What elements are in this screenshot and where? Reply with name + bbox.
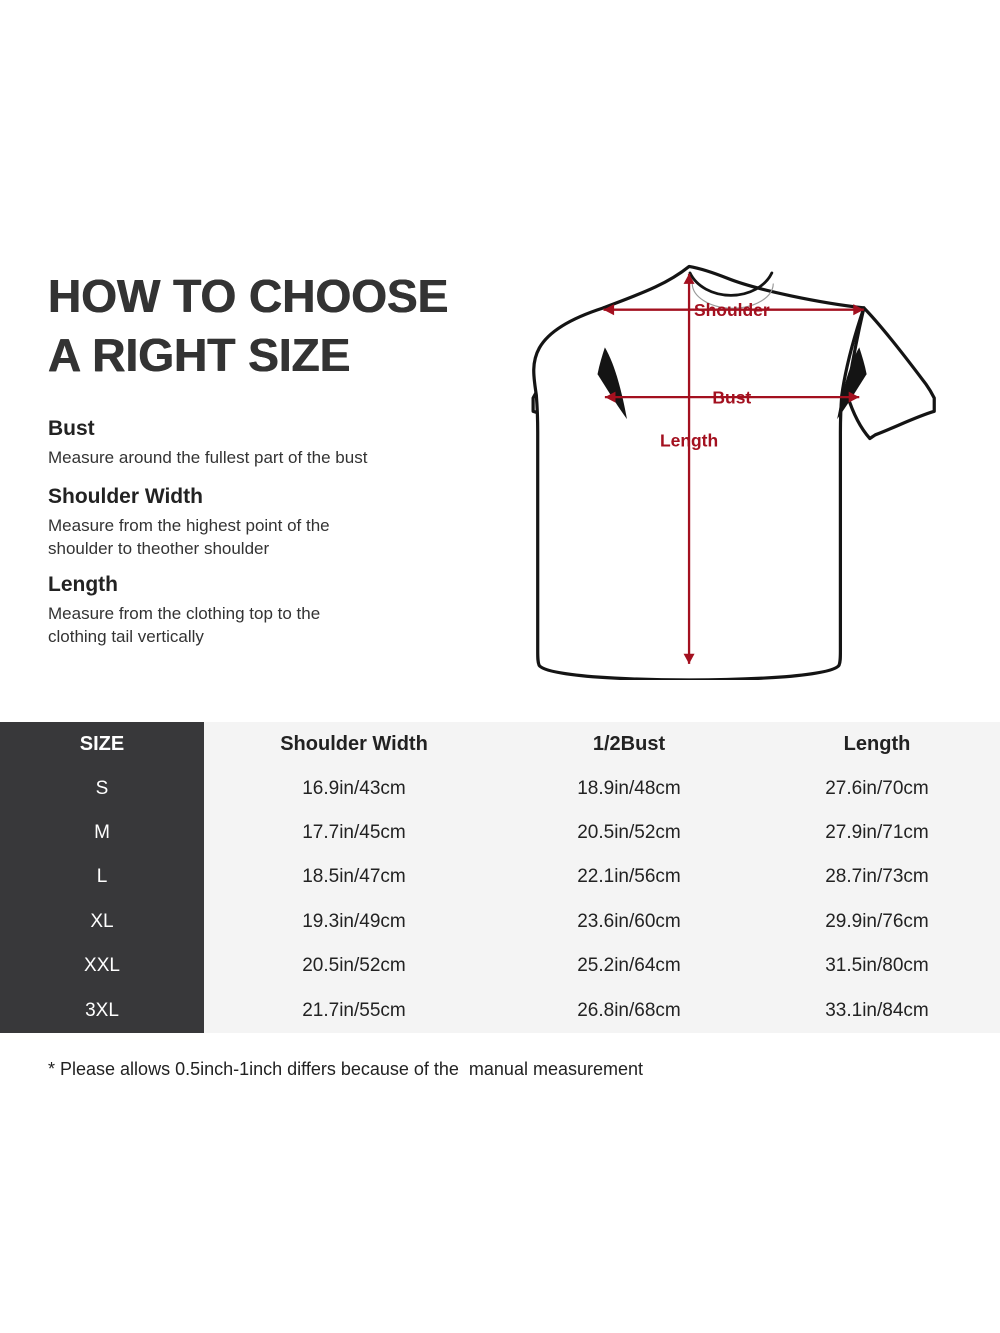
svg-text:Length: Length — [660, 430, 718, 450]
svg-text:Bust: Bust — [712, 388, 751, 408]
svg-text:Shoulder: Shoulder — [694, 300, 770, 320]
